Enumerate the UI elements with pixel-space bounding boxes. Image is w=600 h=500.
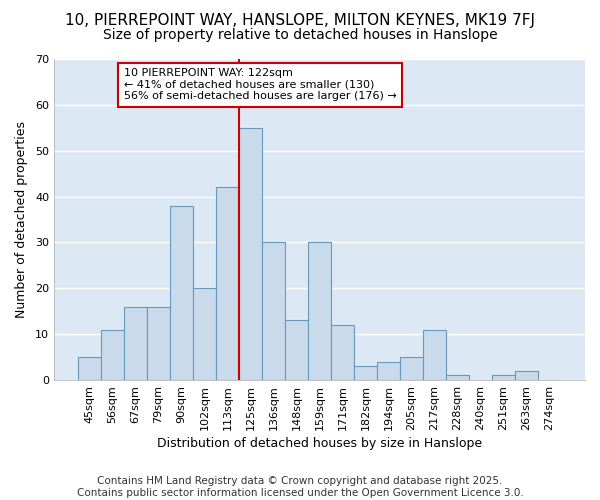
Text: 10 PIERREPOINT WAY: 122sqm
← 41% of detached houses are smaller (130)
56% of sem: 10 PIERREPOINT WAY: 122sqm ← 41% of deta… (124, 68, 397, 102)
Bar (308, 242, 331, 380)
Text: 10, PIERREPOINT WAY, HANSLOPE, MILTON KEYNES, MK19 7FJ: 10, PIERREPOINT WAY, HANSLOPE, MILTON KE… (65, 12, 535, 28)
X-axis label: Distribution of detached houses by size in Hanslope: Distribution of detached houses by size … (157, 437, 482, 450)
Bar (446, 376, 469, 380)
Text: Size of property relative to detached houses in Hanslope: Size of property relative to detached ho… (103, 28, 497, 42)
Bar (147, 306, 170, 380)
Bar (400, 357, 423, 380)
Bar (101, 330, 124, 380)
Bar (170, 206, 193, 380)
Bar (331, 325, 354, 380)
Bar (193, 288, 216, 380)
Bar (492, 376, 515, 380)
Bar (423, 330, 446, 380)
Bar (78, 357, 101, 380)
Bar (216, 188, 239, 380)
Bar (239, 128, 262, 380)
Bar (377, 362, 400, 380)
Bar (124, 306, 147, 380)
Bar (354, 366, 377, 380)
Bar (285, 320, 308, 380)
Bar (515, 371, 538, 380)
Bar (262, 242, 285, 380)
Y-axis label: Number of detached properties: Number of detached properties (15, 121, 28, 318)
Text: Contains HM Land Registry data © Crown copyright and database right 2025.
Contai: Contains HM Land Registry data © Crown c… (77, 476, 523, 498)
